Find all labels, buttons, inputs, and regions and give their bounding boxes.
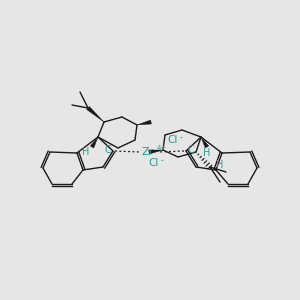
Polygon shape — [149, 150, 163, 154]
Text: -: - — [180, 134, 183, 142]
Polygon shape — [90, 137, 98, 148]
Text: C: C — [105, 145, 111, 155]
Text: C: C — [188, 145, 194, 155]
Polygon shape — [201, 137, 209, 148]
Text: H: H — [216, 160, 224, 170]
Text: Cl: Cl — [167, 135, 177, 145]
Text: 4+: 4+ — [157, 145, 167, 151]
Text: -: - — [161, 157, 164, 166]
Text: H: H — [203, 148, 211, 158]
Text: Cl: Cl — [148, 158, 158, 168]
Text: Zr: Zr — [142, 147, 154, 157]
Polygon shape — [137, 120, 152, 125]
Polygon shape — [87, 106, 104, 122]
Text: H: H — [82, 147, 90, 157]
